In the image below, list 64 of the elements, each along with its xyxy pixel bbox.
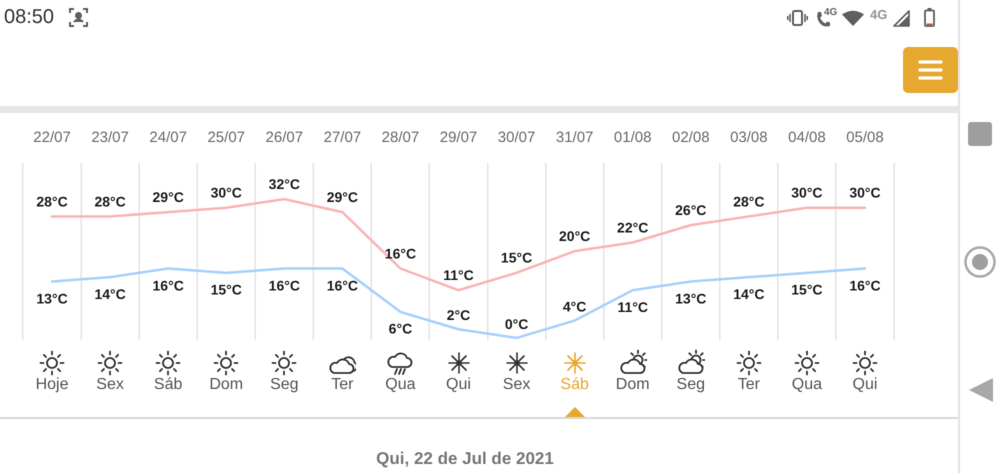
data-label: 28°C xyxy=(36,193,68,210)
text: Seg xyxy=(676,375,706,395)
data-label: 30°C xyxy=(791,184,823,201)
x-tick-label: 29/07 xyxy=(440,129,478,146)
text: Sex xyxy=(95,375,125,395)
x-tick-label: 23/07 xyxy=(91,129,129,146)
data-label: 29°C xyxy=(326,188,358,205)
data-label: 16°C xyxy=(268,277,300,294)
x-tick-label: 22/07 xyxy=(33,129,71,146)
x-tick-label: 27/07 xyxy=(324,129,362,146)
data-label: 16°C xyxy=(849,277,881,294)
text: Sex xyxy=(502,375,532,395)
x-tick-label: 26/07 xyxy=(266,129,304,146)
x-tick-label: 25/07 xyxy=(207,129,246,146)
x-tick-label: 31/07 xyxy=(556,129,594,146)
x-tick-label: 04/08 xyxy=(788,129,826,146)
text: Qui, 22 de Jul de 2021 xyxy=(375,449,555,469)
text: 4G xyxy=(824,7,838,18)
data-label: 26°C xyxy=(675,202,706,218)
data-label: 32°C xyxy=(268,176,300,192)
data-label: 20°C xyxy=(558,228,590,244)
data-label: 4°C xyxy=(562,298,586,314)
text: Seg xyxy=(269,375,300,395)
text: Qua xyxy=(790,375,824,395)
data-label: 15°C xyxy=(500,250,532,266)
text: Qui xyxy=(445,375,472,395)
data-label: 15°C xyxy=(210,282,242,298)
text: Ter xyxy=(736,375,761,395)
data-label: 16°C xyxy=(384,245,416,262)
x-tick-label: 24/07 xyxy=(149,129,187,146)
text: Dom xyxy=(208,375,244,395)
x-tick-label: 01/08 xyxy=(614,129,652,146)
text: Sáb xyxy=(152,375,184,395)
text: Qui xyxy=(852,375,878,395)
text: 08:50 xyxy=(4,5,54,29)
x-tick-label: 30/07 xyxy=(498,129,536,146)
text: Dom xyxy=(614,375,651,395)
data-label: 14°C xyxy=(733,286,764,302)
data-label: 30°C xyxy=(210,184,242,201)
text: 4G xyxy=(870,7,888,22)
text: Hoje xyxy=(34,375,70,395)
data-label: 6°C xyxy=(388,320,412,337)
data-label: 29°C xyxy=(152,188,184,205)
data-label: 15°C xyxy=(791,282,823,298)
data-label: 22°C xyxy=(617,219,648,236)
data-label: 30°C xyxy=(849,184,881,201)
data-label: 14°C xyxy=(94,286,126,302)
data-label: 11°C xyxy=(617,299,648,316)
data-label: 28°C xyxy=(94,193,126,210)
text: Ter xyxy=(330,375,354,395)
x-tick-label: 28/07 xyxy=(382,129,420,146)
data-label: 2°C xyxy=(446,307,470,324)
data-label: 16°C xyxy=(326,277,358,294)
x-tick-label: 02/08 xyxy=(672,129,710,146)
data-label: 0°C xyxy=(504,316,528,332)
data-label: 13°C xyxy=(675,290,706,306)
data-label: 13°C xyxy=(36,290,68,306)
data-label: 16°C xyxy=(152,277,184,294)
data-label: 11°C xyxy=(443,267,474,284)
text: Qua xyxy=(384,375,417,395)
x-tick-label: 05/08 xyxy=(846,129,884,146)
data-label: 28°C xyxy=(733,193,764,210)
x-tick-label: 03/08 xyxy=(730,129,768,146)
text: Sáb xyxy=(559,375,590,395)
